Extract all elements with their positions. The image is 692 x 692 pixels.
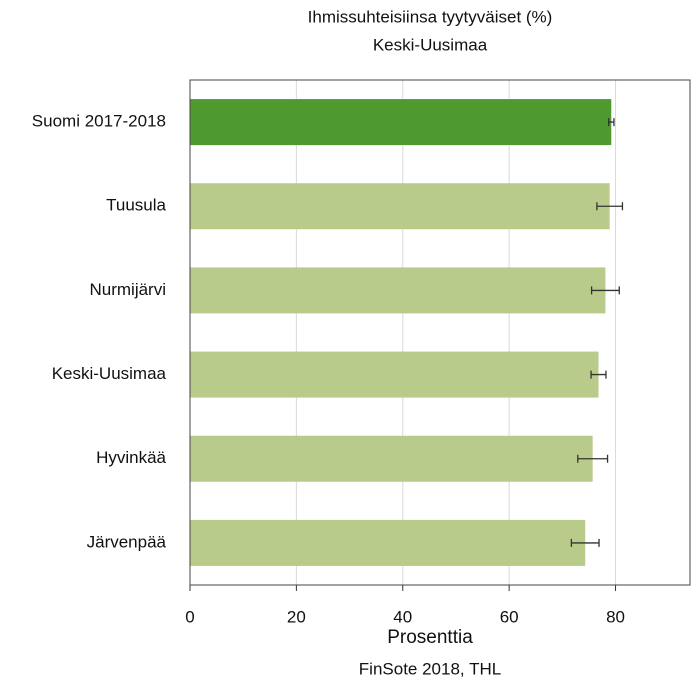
bar	[190, 435, 593, 482]
y-tick-label: Keski-Uusimaa	[52, 364, 167, 383]
bar	[190, 183, 610, 230]
y-tick-label: Suomi 2017-2018	[32, 112, 166, 131]
y-tick-label: Järvenpää	[87, 532, 167, 551]
error-bar	[590, 370, 607, 379]
error-bar	[607, 118, 615, 127]
error-bar	[590, 286, 620, 295]
y-tick-label: Nurmijärvi	[90, 280, 167, 299]
x-tick-label: 60	[500, 607, 519, 626]
source: FinSote 2018, THL	[359, 659, 501, 678]
y-tick-label: Tuusula	[106, 196, 166, 215]
bar	[190, 267, 606, 314]
bar	[190, 519, 586, 566]
chart-title: Ihmissuhteisiinsa tyytyväiset (%)	[308, 7, 553, 26]
error-bar	[596, 202, 624, 211]
chart-subtitle: Keski-Uusimaa	[373, 35, 488, 54]
x-tick-label: 20	[287, 607, 306, 626]
error-bar	[577, 454, 609, 463]
x-tick-label: 40	[393, 607, 412, 626]
plot-frame	[189, 79, 691, 586]
error-bar	[570, 538, 600, 547]
x-tick-label: 0	[185, 607, 194, 626]
x-tick-label: 80	[606, 607, 625, 626]
x-axis-label: Prosenttia	[387, 627, 473, 648]
bar	[190, 99, 612, 146]
bar	[190, 351, 599, 398]
y-tick-label: Hyvinkää	[96, 448, 166, 467]
